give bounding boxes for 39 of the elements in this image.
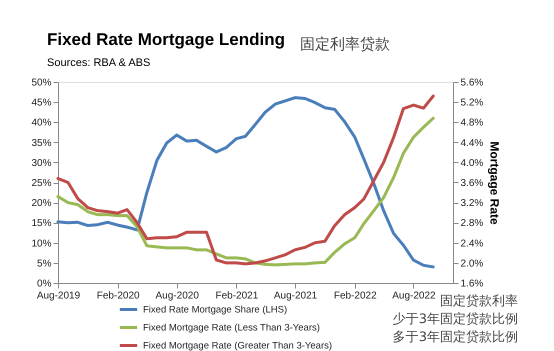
legend-label: Fixed Mortgage Rate (Greater Than 3-Years): [143, 340, 332, 351]
text: 固定贷款利率: [440, 293, 518, 309]
chart-subtitle: Sources: RBA & ABS: [47, 57, 150, 69]
y-tick-label: 5%: [37, 258, 52, 270]
chart-title: Fixed Rate Mortgage Lending: [47, 30, 286, 49]
y-tick-label: 15%: [31, 218, 52, 230]
y-tick-label: 25%: [31, 178, 52, 189]
x-tick-label: Aug-2021: [274, 290, 318, 302]
y2-tick-label: 5.6%: [460, 78, 484, 88]
legend-label: Fixed Mortgage Rate (Less Than 3-Years): [143, 322, 320, 334]
x-tick-label: Aug-2020: [156, 290, 200, 302]
legend-label: Fixed Rate Mortgage Share (LHS): [143, 304, 288, 316]
x-tick-label: Aug-2022: [392, 290, 436, 302]
y-tick-label: 50%: [31, 78, 52, 88]
y-tick-label: 0%: [37, 278, 52, 290]
y2-axis-title: Mortgage Rate: [487, 141, 502, 225]
y2-tick-label: 1.6%: [460, 278, 484, 290]
y-tick-label: 35%: [31, 138, 52, 149]
x-tick-label: Aug-2019: [36, 290, 81, 302]
y-tick-label: 40%: [31, 118, 52, 129]
y-tick-label: 30%: [31, 158, 52, 169]
y2-tick-label: 2.4%: [460, 238, 484, 250]
text: 多于3年固定贷款比例: [392, 330, 518, 345]
x-tick-label: Feb-2022: [334, 290, 378, 302]
y2-tick-label: 4.4%: [460, 138, 484, 149]
y2-tick-label: 3.2%: [460, 198, 484, 210]
text: 固定利率贷款: [300, 35, 390, 53]
y2-tick-label: 4.0%: [460, 158, 484, 169]
y-tick-label: 45%: [31, 98, 52, 109]
y2-tick-label: 2.0%: [460, 258, 484, 270]
x-tick-label: Feb-2020: [96, 290, 140, 302]
y2-tick-label: 3.6%: [460, 178, 484, 189]
y2-tick-label: 2.8%: [460, 218, 484, 230]
text: 少于3年固定贷款比例: [392, 312, 518, 327]
y2-tick-label: 5.2%: [460, 98, 484, 109]
y-tick-label: 10%: [31, 238, 52, 250]
x-tick-label: Feb-2021: [215, 290, 259, 302]
y-tick-label: 20%: [31, 198, 52, 210]
y2-tick-label: 4.8%: [460, 118, 484, 129]
